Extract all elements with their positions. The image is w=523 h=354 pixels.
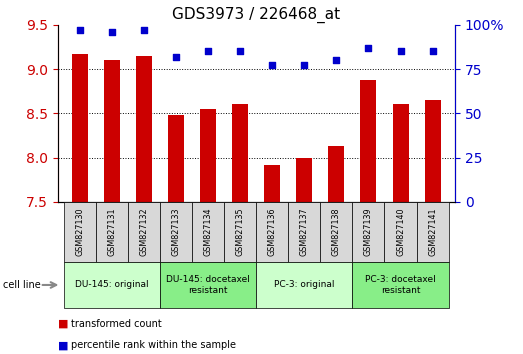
Point xyxy=(172,54,180,59)
Text: percentile rank within the sample: percentile rank within the sample xyxy=(71,340,235,350)
Text: GSM827136: GSM827136 xyxy=(268,207,277,256)
Bar xyxy=(264,165,280,354)
Point xyxy=(365,45,373,51)
Text: GSM827130: GSM827130 xyxy=(75,207,85,256)
Text: GSM827135: GSM827135 xyxy=(236,207,245,256)
Text: GSM827138: GSM827138 xyxy=(332,207,341,256)
Point xyxy=(236,48,244,54)
Point xyxy=(300,63,309,68)
Bar xyxy=(425,100,440,354)
Bar xyxy=(328,146,345,354)
Text: PC-3: original: PC-3: original xyxy=(274,280,335,290)
Text: cell line: cell line xyxy=(3,280,40,290)
Bar xyxy=(136,56,152,354)
Text: DU-145: docetaxel
resistant: DU-145: docetaxel resistant xyxy=(166,275,250,295)
Title: GDS3973 / 226468_at: GDS3973 / 226468_at xyxy=(172,7,340,23)
Point xyxy=(76,27,84,33)
Text: GSM827132: GSM827132 xyxy=(140,207,149,256)
Bar xyxy=(360,80,377,354)
Bar xyxy=(72,54,88,354)
Bar xyxy=(168,115,184,354)
Point xyxy=(396,48,405,54)
Text: ■: ■ xyxy=(58,319,68,329)
Text: GSM827137: GSM827137 xyxy=(300,207,309,256)
Text: ■: ■ xyxy=(58,340,68,350)
Bar xyxy=(232,104,248,354)
Text: DU-145: original: DU-145: original xyxy=(75,280,149,290)
Text: GSM827131: GSM827131 xyxy=(108,207,117,256)
Text: GSM827140: GSM827140 xyxy=(396,207,405,256)
Bar xyxy=(104,60,120,354)
Point xyxy=(332,57,340,63)
Bar xyxy=(297,158,312,354)
Text: PC-3: docetaxel
resistant: PC-3: docetaxel resistant xyxy=(365,275,436,295)
Point xyxy=(204,48,212,54)
Text: GSM827134: GSM827134 xyxy=(203,207,213,256)
Point xyxy=(428,48,437,54)
Text: GSM827141: GSM827141 xyxy=(428,207,437,256)
Bar xyxy=(200,109,216,354)
Text: GSM827133: GSM827133 xyxy=(172,207,180,256)
Bar xyxy=(392,104,408,354)
Point xyxy=(140,27,148,33)
Point xyxy=(268,63,277,68)
Point xyxy=(108,29,116,35)
Text: transformed count: transformed count xyxy=(71,319,162,329)
Text: GSM827139: GSM827139 xyxy=(364,207,373,256)
